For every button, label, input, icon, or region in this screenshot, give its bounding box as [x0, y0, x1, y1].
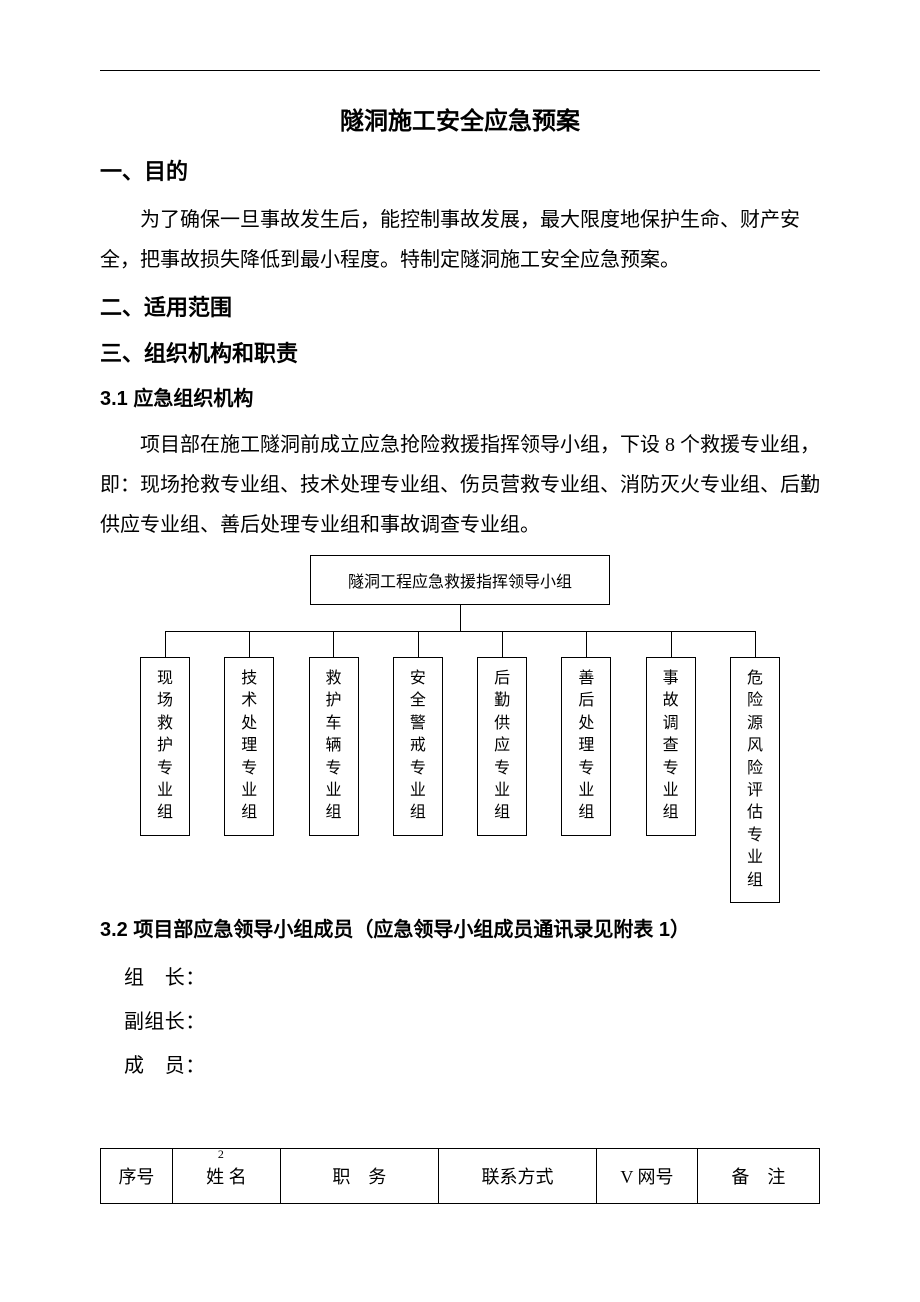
org-chart-child: 善后处理专业组	[561, 657, 611, 836]
org-chart: 隧洞工程应急救援指挥领导小组 现场救护专业组技术处理专业组救护车辆专业组安全警戒…	[140, 555, 780, 903]
org-chart-drop	[671, 631, 672, 657]
org-chart-drop	[249, 631, 250, 657]
org-chart-children: 现场救护专业组技术处理专业组救护车辆专业组安全警戒专业组后勤供应专业组善后处理专…	[140, 657, 780, 903]
section-3-heading: 三、组织机构和职责	[100, 336, 820, 368]
section-2-heading: 二、适用范围	[100, 290, 820, 322]
leader-line: 组 长：	[124, 956, 820, 1000]
section-1-paragraph: 为了确保一旦事故发生后，能控制事故发展，最大限度地保护生命、财产安全，把事故损失…	[100, 200, 820, 280]
org-chart-drop	[165, 631, 166, 657]
org-chart-child: 现场救护专业组	[140, 657, 190, 836]
table-header-cell: 序号	[101, 1148, 173, 1203]
table-header-cell: 职 务	[280, 1148, 438, 1203]
org-chart-drops	[140, 631, 780, 657]
org-chart-child: 安全警戒专业组	[393, 657, 443, 836]
section-3-2-heading: 3.2 项目部应急领导小组成员（应急领导小组成员通讯录见附表 1）	[100, 913, 820, 942]
page: 隧洞施工安全应急预案 一、目的 为了确保一旦事故发生后，能控制事故发展，最大限度…	[0, 0, 920, 1302]
vice-leader-line: 副组长：	[124, 1000, 820, 1044]
table-header-cell: 联系方式	[438, 1148, 596, 1203]
table-header-cell: 备 注	[697, 1148, 819, 1203]
org-chart-drop	[755, 631, 756, 657]
org-chart-hbar	[140, 631, 780, 657]
member-line: 成 员：	[124, 1044, 820, 1088]
org-chart-root-connector	[460, 605, 461, 631]
top-rule	[100, 70, 820, 71]
doc-title: 隧洞施工安全应急预案	[100, 101, 820, 136]
org-chart-drop	[502, 631, 503, 657]
section-3-1-heading: 3.1 应急组织机构	[100, 382, 820, 411]
footnote-marker: 2	[218, 1147, 224, 1162]
org-chart-drop	[333, 631, 334, 657]
table-header-cell: V 网号	[597, 1148, 698, 1203]
org-chart-child: 救护车辆专业组	[309, 657, 359, 836]
section-3-1-paragraph: 项目部在施工隧洞前成立应急抢险救援指挥领导小组，下设 8 个救援专业组，即：现场…	[100, 425, 820, 545]
contacts-table: 序号姓2 名职 务联系方式V 网号备 注	[100, 1148, 820, 1204]
table-header-row: 序号姓2 名职 务联系方式V 网号备 注	[101, 1148, 820, 1203]
table-header-cell: 姓2 名	[172, 1148, 280, 1203]
org-chart-drop	[586, 631, 587, 657]
org-chart-child: 危险源风险评估专业组	[730, 657, 780, 903]
org-chart-child: 技术处理专业组	[224, 657, 274, 836]
section-1-heading: 一、目的	[100, 154, 820, 186]
org-chart-drop	[418, 631, 419, 657]
org-chart-child: 事故调查专业组	[646, 657, 696, 836]
org-chart-child: 后勤供应专业组	[477, 657, 527, 836]
org-chart-root: 隧洞工程应急救援指挥领导小组	[310, 555, 610, 605]
